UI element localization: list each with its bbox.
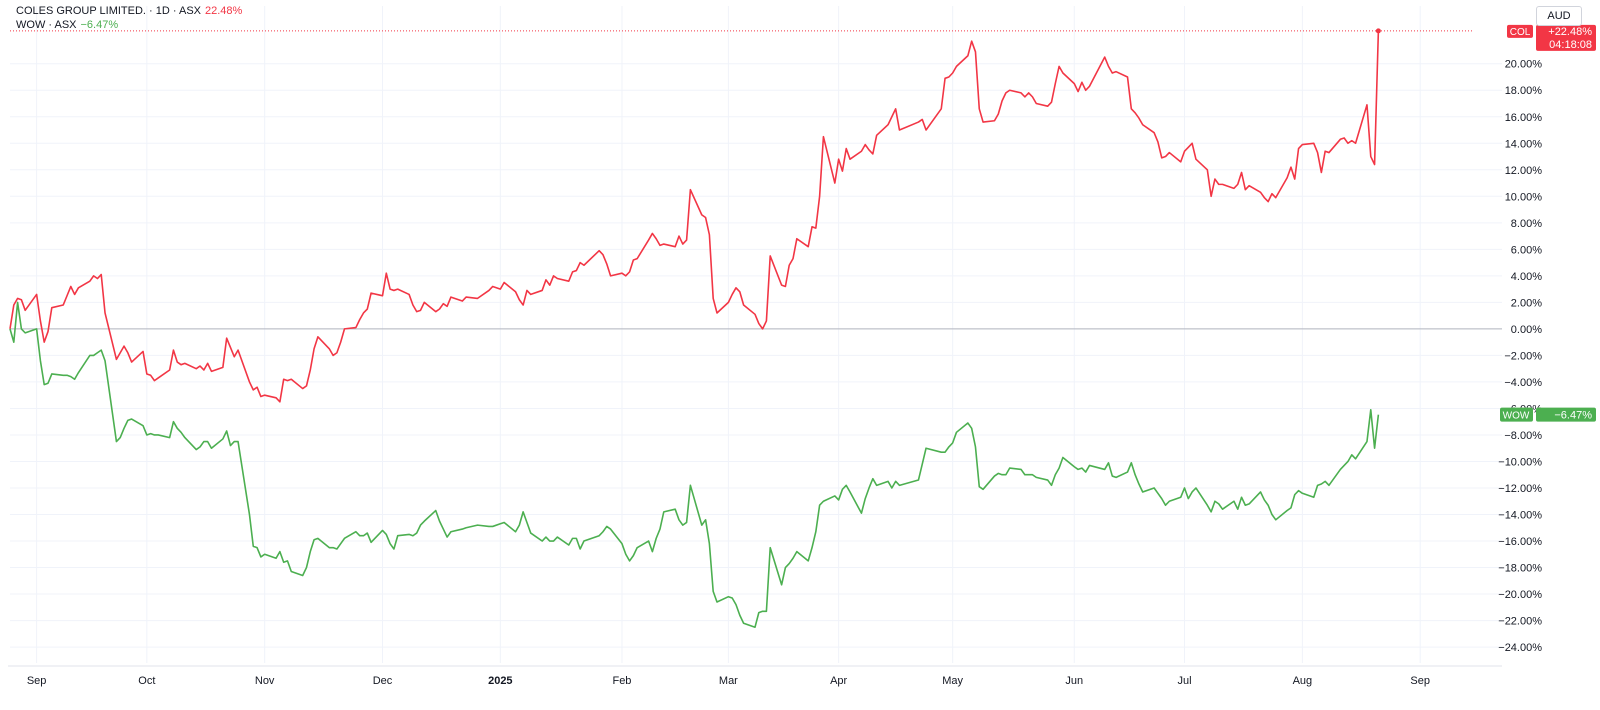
wow-value-tag-text: −6.47% [1554,410,1592,422]
legend-wow-symbol: WOW · ASX [16,19,77,31]
legend: COLES GROUP LIMITED. · 1D · ASX 22.48% WO… [16,4,242,32]
last-value-tags: COL +22.48%04:18:08 WOW −6.47% [1500,24,1596,422]
grid [10,6,1502,663]
y-tick-label: 14.00% [1505,138,1543,150]
x-tick-label: May [942,675,963,687]
y-tick-label: 4.00% [1511,271,1542,283]
col-name-tag [1507,24,1533,38]
currency-button[interactable]: AUD [1536,6,1582,26]
legend-wow-row[interactable]: WOW · ASX −6.47% [16,18,242,32]
col-last-point [1375,28,1381,34]
series-line-wow[interactable] [9,301,1380,629]
x-tick-label: Apr [830,675,847,687]
legend-col-change: 22.48% [205,5,243,17]
x-tick-label: Aug [1293,675,1313,687]
col-value-tag [1536,24,1596,51]
col-last-tag: COL +22.48%04:18:08 [1507,24,1596,51]
col-name-tag-text: COL [1510,27,1531,38]
y-tick-label: −12.00% [1498,483,1542,495]
y-tick-label: 18.00% [1505,85,1543,97]
y-tick-label: 12.00% [1505,165,1543,177]
y-tick-label: −20.00% [1498,589,1542,601]
legend-wow-change: −6.47% [80,19,119,31]
y-tick-label: 8.00% [1511,218,1542,230]
x-tick-label: Sep [27,675,47,687]
x-tick-label: 2025 [488,675,512,687]
x-tick-label: Feb [612,675,631,687]
y-tick-label: −24.00% [1498,642,1542,654]
y-tick-label: −10.00% [1498,456,1542,468]
y-tick-label: 10.00% [1505,191,1543,203]
wow-last-tag: WOW −6.47% [1500,407,1596,422]
col-value-tag-text: +22.48% [1548,26,1592,38]
y-tick-label: 0.00% [1511,324,1542,336]
series-lines [9,28,1472,629]
wow-name-tag-text: WOW [1503,411,1530,422]
time-axis: Sep Oct Nov Dec 2025 Feb Mar Apr May Jun Jul Aug Sep [8,665,1502,687]
series-line-col[interactable] [9,30,1380,403]
y-tick-label: −16.00% [1498,536,1542,548]
legend-col-row[interactable]: COLES GROUP LIMITED. · 1D · ASX 22.48% [16,4,242,18]
y-tick-label: 20.00% [1505,59,1543,71]
x-tick-label: Nov [255,675,275,687]
price-axis: 20.00% 18.00% 16.00% 14.00% 12.00% 10.00% 8.00… [1498,59,1542,654]
y-tick-label: −2.00% [1504,350,1542,362]
y-tick-label: −8.00% [1504,430,1542,442]
x-tick-label: Jun [1065,675,1083,687]
wow-value-tag [1536,407,1596,422]
x-tick-label: Mar [719,675,738,687]
wow-name-tag [1500,407,1533,422]
x-tick-label: Jul [1177,675,1191,687]
y-tick-label: −22.00% [1498,616,1542,628]
x-tick-label: Dec [373,675,393,687]
x-tick-label: Sep [1410,675,1430,687]
y-tick-label: −18.00% [1498,563,1542,575]
x-tick-label: Oct [138,675,155,687]
y-tick-label: 6.00% [1511,244,1542,256]
y-tick-label: −4.00% [1504,377,1542,389]
y-tick-label: 16.00% [1505,112,1543,124]
y-tick-label: −14.00% [1498,510,1542,522]
col-time-tag-text: 04:18:08 [1549,39,1592,51]
y-tick-label: 2.00% [1511,297,1542,309]
legend-col-symbol: COLES GROUP LIMITED. · 1D · ASX [16,5,202,17]
